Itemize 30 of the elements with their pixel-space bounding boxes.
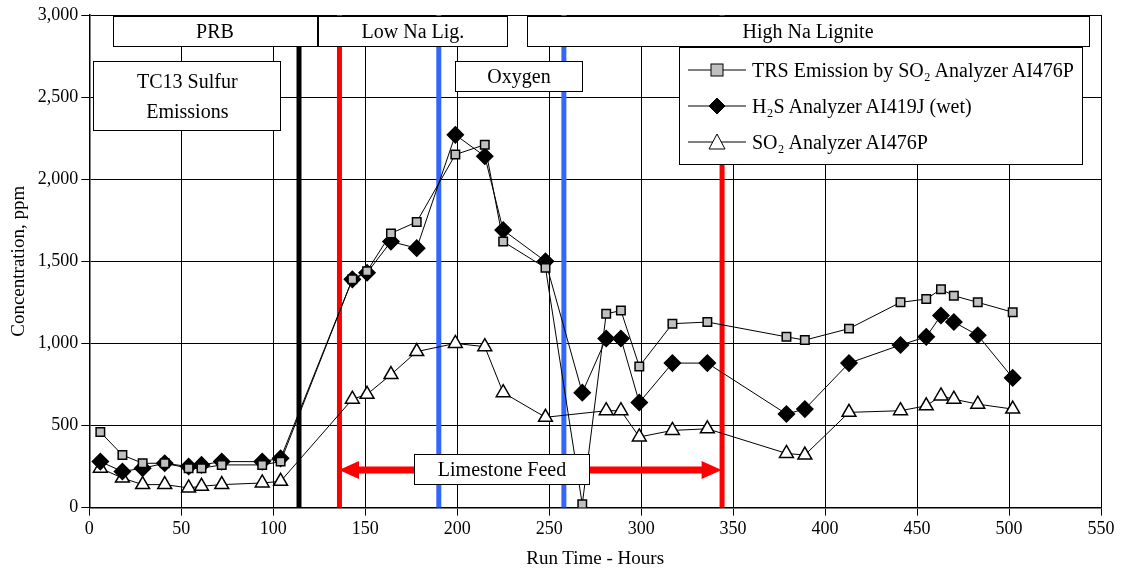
x-tick-label: 100 bbox=[259, 518, 287, 539]
y-tick-label: 3,000 bbox=[37, 3, 79, 24]
legend-label: SO₂ Analyzer AI476P bbox=[752, 130, 928, 154]
text-box: Limestone Feed bbox=[414, 454, 590, 485]
text-box: PRB bbox=[112, 16, 318, 47]
text-box: High Na Lignite bbox=[526, 16, 1090, 47]
x-tick-label: 50 bbox=[172, 518, 191, 539]
x-tick-label: 150 bbox=[351, 518, 379, 539]
legend-label: H₂S Analyzer AI419J (wet) bbox=[752, 94, 972, 118]
y-tick-label: 1,000 bbox=[37, 332, 79, 353]
y-tick-label: 1,500 bbox=[37, 250, 79, 271]
legend-label: TRS Emission by SO₂ Analyzer AI476P bbox=[752, 58, 1074, 82]
text-box: Oxygen bbox=[455, 61, 583, 92]
y-tick-label: 500 bbox=[51, 414, 79, 435]
text-box: TC13 Sulfur Emissions bbox=[93, 61, 282, 131]
x-tick-label: 400 bbox=[811, 518, 839, 539]
x-tick-label: 250 bbox=[535, 518, 563, 539]
x-tick-label: 550 bbox=[1087, 518, 1115, 539]
x-tick-label: 500 bbox=[995, 518, 1023, 539]
x-axis-title: Run Time - Hours bbox=[526, 546, 665, 568]
x-tick-label: 200 bbox=[443, 518, 471, 539]
y-tick-label: 0 bbox=[69, 496, 79, 517]
x-tick-label: 350 bbox=[719, 518, 747, 539]
y-tick-label: 2,500 bbox=[37, 85, 79, 106]
x-tick-label: 0 bbox=[84, 518, 94, 539]
y-axis-title: Concentration, ppm bbox=[7, 185, 29, 337]
text-box: Low Na Lig. bbox=[318, 16, 508, 47]
x-tick-label: 450 bbox=[903, 518, 931, 539]
y-tick-label: 2,000 bbox=[37, 167, 79, 188]
x-tick-label: 300 bbox=[627, 518, 655, 539]
